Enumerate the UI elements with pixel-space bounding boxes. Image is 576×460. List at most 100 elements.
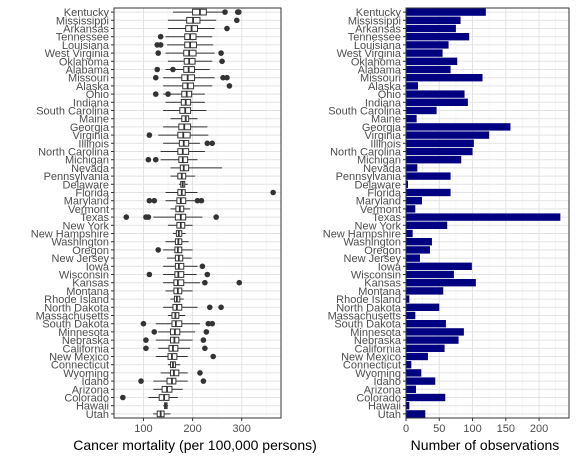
boxplot-x-axis-label: Cancer mortality (per 100,000 persons) — [73, 437, 317, 453]
box-outlier-point — [153, 91, 159, 97]
bar — [406, 205, 415, 212]
box-outlier-point — [224, 26, 230, 32]
bar — [406, 148, 473, 155]
bar — [406, 320, 446, 327]
box-outlier-point — [218, 50, 224, 56]
x-tick-label: 200 — [183, 423, 201, 435]
box-outlier-point — [209, 321, 215, 327]
box-outlier-point — [201, 378, 207, 384]
bar — [406, 287, 443, 294]
bar — [406, 336, 459, 343]
y-tick-label: Utah — [378, 409, 401, 421]
bar — [406, 33, 469, 40]
box-outlier-point — [213, 214, 219, 220]
box-outlier-point — [141, 321, 147, 327]
bar — [406, 49, 443, 56]
box-outlier-point — [143, 337, 149, 343]
box-outlier-point — [210, 354, 216, 360]
bar — [406, 115, 417, 122]
box-outlier-point — [222, 9, 228, 15]
bar-panel: KentuckyMississippiArkansasTennesseeLoui… — [323, 7, 569, 435]
box-outlier-point — [234, 18, 240, 24]
bar — [406, 377, 435, 384]
box-outlier-point — [236, 280, 242, 286]
box-outlier-point — [236, 9, 242, 15]
bar — [406, 410, 425, 417]
bar — [406, 345, 445, 352]
bar — [406, 353, 428, 360]
bar — [406, 82, 418, 89]
bar — [406, 271, 454, 278]
y-tick-label: Utah — [86, 409, 109, 421]
bar — [406, 25, 456, 32]
box-outlier-point — [151, 198, 157, 204]
box-outlier-point — [207, 305, 213, 311]
bar — [406, 369, 421, 376]
bar — [406, 222, 447, 229]
x-tick-label: 100 — [463, 423, 481, 435]
bar — [406, 107, 437, 114]
box-outlier-point — [151, 329, 157, 335]
box-outlier-point — [120, 395, 126, 401]
bar — [406, 131, 489, 138]
bar — [406, 123, 510, 130]
box-rect — [174, 280, 184, 286]
box-outlier-point — [147, 198, 153, 204]
x-tick-label: 200 — [530, 423, 548, 435]
bar — [406, 263, 472, 270]
box-rect — [175, 272, 184, 278]
box-outlier-point — [205, 141, 211, 147]
box-outlier-point — [202, 280, 208, 286]
box-outlier-point — [147, 272, 153, 278]
box-outlier-point — [146, 157, 152, 163]
box-outlier-point — [197, 370, 203, 376]
bar — [406, 172, 451, 179]
box-outlier-point — [200, 264, 206, 270]
bar — [406, 17, 461, 24]
bar — [406, 246, 430, 253]
box-outlier-point — [153, 157, 159, 163]
x-tick-label: 50 — [433, 423, 445, 435]
box-outlier-point — [153, 75, 159, 81]
box-outlier-point — [155, 50, 161, 56]
bar — [406, 41, 449, 48]
box-outlier-point — [158, 34, 164, 40]
box-outlier-point — [219, 59, 225, 65]
bar — [406, 8, 486, 15]
box-outlier-point — [170, 67, 176, 73]
bar — [406, 254, 420, 261]
bar — [406, 58, 457, 65]
box-outlier-point — [138, 378, 144, 384]
bar — [406, 230, 413, 237]
box-outlier-point — [147, 132, 153, 138]
box-outlier-point — [204, 329, 210, 335]
box-outlier-point — [165, 91, 171, 97]
bar — [406, 328, 464, 335]
bar — [406, 279, 476, 286]
bar — [406, 66, 451, 73]
boxplot-panel: KentuckyMississippiArkansasTennesseeLoui… — [31, 7, 281, 435]
box-outlier-point — [209, 141, 215, 147]
bar — [406, 394, 445, 401]
box-outlier-point — [143, 346, 149, 352]
bar — [406, 304, 439, 311]
box-outlier-point — [154, 67, 160, 73]
bar-x-axis-label: Number of observations — [411, 437, 560, 453]
box-outlier-point — [123, 214, 129, 220]
box-outlier-point — [154, 42, 160, 48]
bar — [406, 386, 416, 393]
bar — [406, 156, 461, 163]
x-tick-label: 100 — [134, 423, 152, 435]
bar — [406, 197, 422, 204]
bar — [406, 238, 432, 245]
bar — [406, 164, 417, 171]
bar — [406, 312, 415, 319]
box-outlier-point — [146, 214, 152, 220]
bar — [406, 74, 483, 81]
bar — [406, 189, 451, 196]
box-outlier-point — [201, 337, 207, 343]
x-tick-label: 150 — [497, 423, 515, 435]
bar — [406, 90, 465, 97]
bar — [406, 361, 411, 368]
